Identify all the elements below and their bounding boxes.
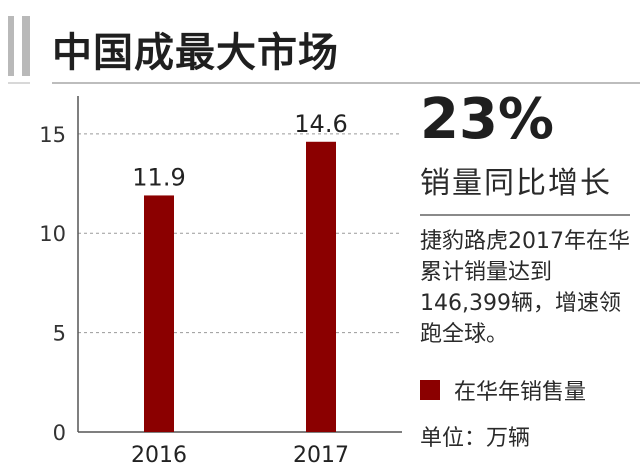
y-tick-label: 0	[53, 421, 66, 445]
chart-legend: 在华年销售量	[420, 374, 586, 406]
data-label: 11.9	[132, 163, 185, 191]
y-tick-label: 10	[39, 222, 66, 246]
title-bar: 中国成最大市场	[0, 0, 640, 84]
bar	[306, 141, 336, 432]
title-accent-bar	[22, 16, 30, 76]
page-title: 中国成最大市场	[52, 30, 339, 76]
title-accent-bar	[8, 16, 14, 76]
bar-chart: 0 5 10 15 11.9 2016 14.6 2017	[39, 96, 402, 468]
x-tick-label: 2017	[293, 443, 349, 468]
x-tick-label: 2016	[131, 443, 187, 468]
sales-description: 捷豹路虎2017年在华累计销量达到146,399辆，增速领跑全球。	[420, 229, 630, 347]
unit-label: 单位：万辆	[420, 426, 531, 451]
legend-swatch	[420, 380, 440, 400]
growth-percent: 23%	[420, 87, 555, 152]
y-tick-label: 15	[39, 123, 66, 147]
bar	[144, 195, 174, 432]
y-tick-label: 5	[53, 322, 66, 346]
data-label: 14.6	[294, 110, 347, 138]
stats-divider	[420, 214, 630, 216]
title-divider	[8, 82, 30, 84]
title-divider	[52, 82, 640, 84]
legend-label: 在华年销售量	[454, 380, 587, 405]
stats-panel: 23% 销量同比增长 捷豹路虎2017年在华累计销量达到146,399辆，增速领…	[420, 86, 635, 350]
growth-percent-label: 销量同比增长	[420, 166, 612, 201]
